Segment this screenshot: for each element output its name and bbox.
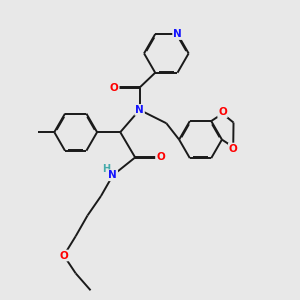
Text: O: O xyxy=(229,143,238,154)
Text: O: O xyxy=(156,152,165,162)
Text: O: O xyxy=(59,250,68,260)
Text: O: O xyxy=(110,82,119,93)
Text: N: N xyxy=(109,170,117,180)
Text: N: N xyxy=(173,29,182,39)
Text: H: H xyxy=(102,164,110,174)
Text: O: O xyxy=(218,107,227,117)
Text: N: N xyxy=(135,105,144,115)
